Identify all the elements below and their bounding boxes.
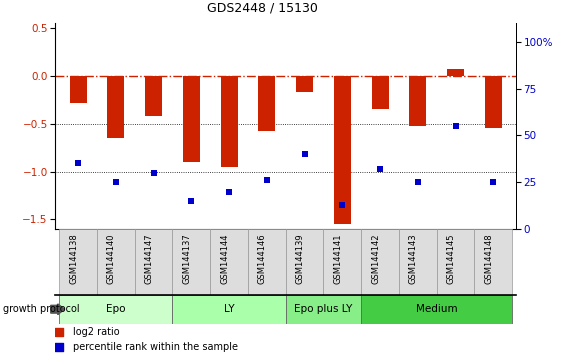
Text: Epo: Epo [106,304,125,314]
Point [262,177,272,183]
Bar [210,229,248,295]
Point [240,155,250,161]
Text: GSM144144: GSM144144 [220,234,229,284]
Text: log2 ratio: log2 ratio [73,327,120,337]
Text: GSM144137: GSM144137 [182,234,191,284]
Point [375,166,385,172]
Point [111,179,121,185]
Text: growth protocol: growth protocol [3,304,79,314]
Bar [135,229,173,295]
Point [413,179,423,185]
Bar [59,229,97,295]
Bar [248,229,286,295]
Bar [286,295,361,324]
Bar [220,76,237,167]
Bar [59,295,173,324]
Text: GSM144145: GSM144145 [447,234,455,284]
Bar [361,229,399,295]
Point [489,179,498,185]
Bar [107,76,124,138]
Point [149,170,158,176]
Text: Epo plus LY: Epo plus LY [294,304,353,314]
Bar [361,295,512,324]
Bar [173,295,286,324]
Text: GSM144141: GSM144141 [333,234,342,284]
Point [300,151,309,157]
Text: GDS2448 / 15130: GDS2448 / 15130 [207,1,318,14]
Bar [371,76,388,109]
Point [73,161,83,166]
Bar [485,76,502,129]
Point [451,123,460,129]
Bar [286,229,324,295]
Point [187,198,196,204]
Bar [296,76,313,92]
Bar [145,76,162,116]
Bar [324,229,361,295]
Point [224,189,234,194]
Bar [437,229,475,295]
Point [240,288,250,293]
Text: GSM144138: GSM144138 [69,234,78,284]
Bar [183,76,200,162]
Bar [409,76,426,126]
Text: GSM144148: GSM144148 [484,234,493,284]
Bar [399,229,437,295]
Text: GSM144147: GSM144147 [145,234,153,284]
Text: GSM144142: GSM144142 [371,234,380,284]
Bar [475,229,512,295]
Text: GSM144143: GSM144143 [409,234,418,284]
Text: Medium: Medium [416,304,458,314]
Text: GSM144139: GSM144139 [296,234,304,284]
Text: percentile rank within the sample: percentile rank within the sample [73,342,238,352]
Bar [69,76,86,103]
Bar [258,76,275,131]
Bar [97,229,135,295]
Text: GSM144146: GSM144146 [258,234,267,284]
Bar [334,76,351,224]
Point [338,202,347,207]
Text: GSM144140: GSM144140 [107,234,116,284]
Bar [173,229,210,295]
Bar [447,69,464,76]
Text: LY: LY [224,304,234,314]
